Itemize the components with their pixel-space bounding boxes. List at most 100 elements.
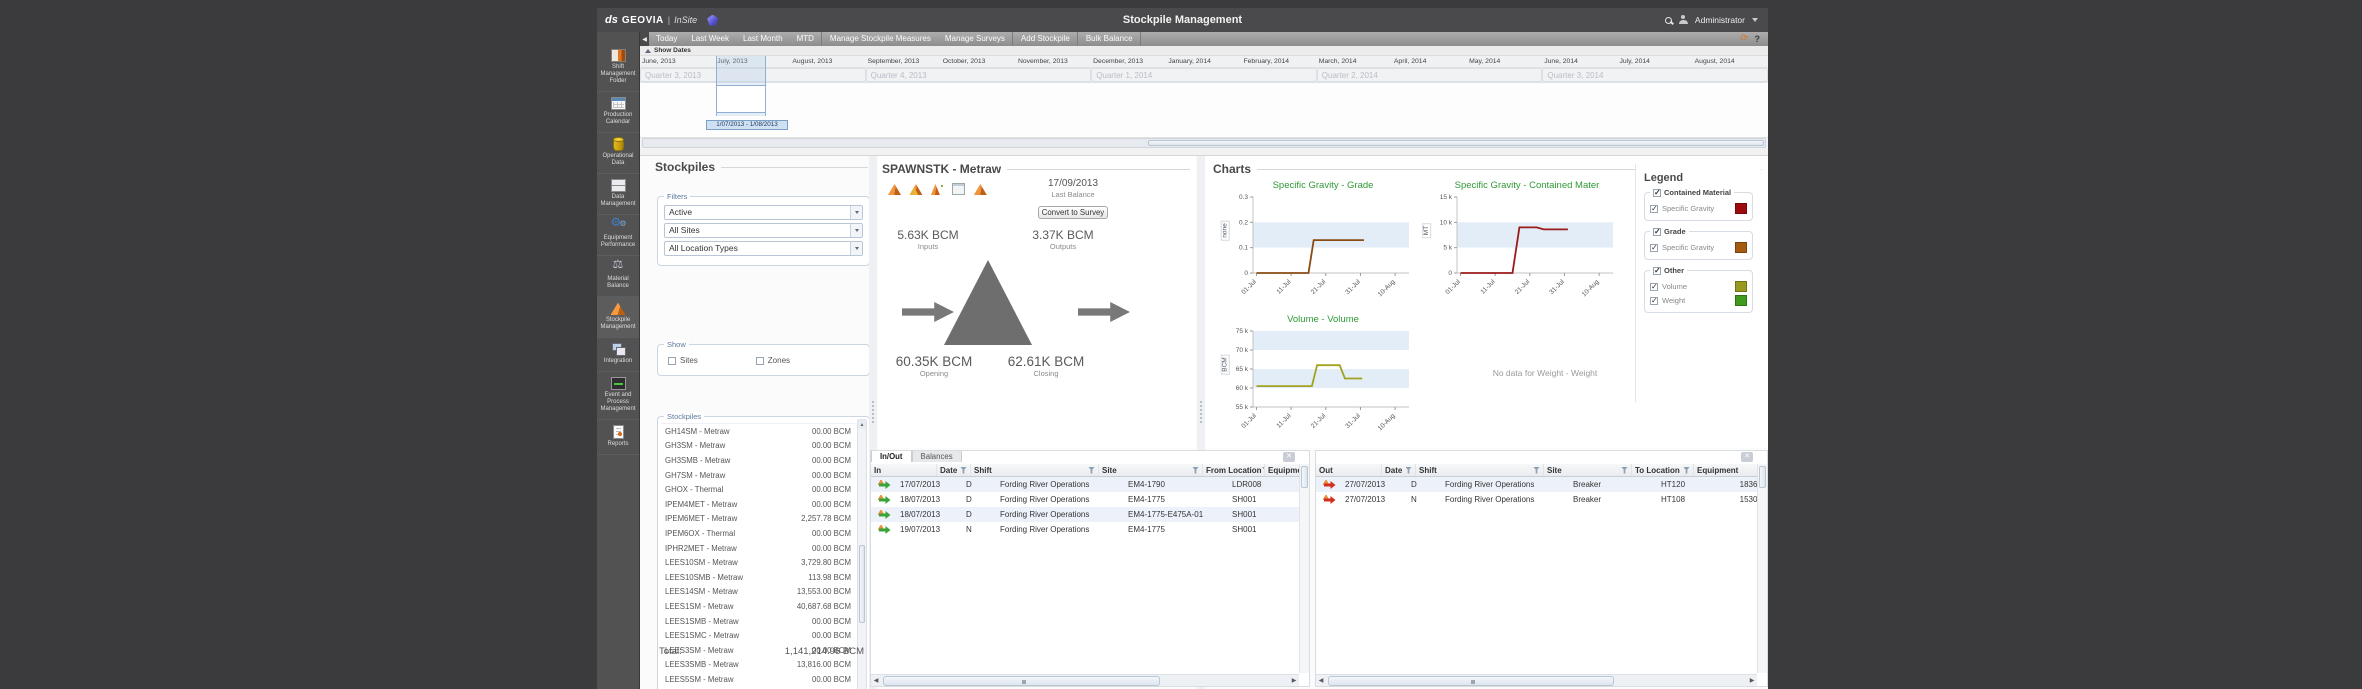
show-dates-header[interactable]: Show Dates: [640, 46, 1768, 56]
timeline-quarter-label[interactable]: Quarter 2, 2014: [1316, 68, 1543, 82]
table-row[interactable]: 27/07/2013 N Fording River Operations Break…: [1316, 492, 1767, 507]
sidebar-item[interactable]: Integration: [597, 338, 639, 372]
timeline-month-label[interactable]: November, 2013: [1017, 58, 1068, 65]
stockpile-list-item[interactable]: LEES10SMB - Metraw 113.98 BCM: [661, 570, 855, 585]
stockpile-report-icon[interactable]: [952, 183, 966, 195]
column-header[interactable]: In: [871, 464, 937, 476]
timeline-quarter-label[interactable]: Quarter 3, 2014: [1542, 68, 1768, 82]
stockpile-list-item[interactable]: IPEM6OX - Thermal 00.00 BCM: [661, 526, 855, 541]
toolbar-button[interactable]: Bulk Balance: [1079, 32, 1141, 46]
timeline-canvas[interactable]: [640, 83, 1768, 138]
timeline-month-label[interactable]: March, 2014: [1318, 58, 1357, 65]
filter-funnel-icon[interactable]: [1192, 466, 1199, 474]
user-menu[interactable]: Administrator: [1694, 15, 1745, 25]
timeline-month-label[interactable]: January, 2014: [1168, 58, 1211, 65]
toolbar-button[interactable]: Manage Surveys: [938, 32, 1013, 46]
stockpile-list-item[interactable]: GH14SM - Metraw 00.00 BCM: [661, 424, 855, 439]
sidebar-item[interactable]: Event and Process Management: [597, 372, 639, 420]
sidebar-item[interactable]: Reports: [597, 420, 639, 455]
timeline-month-label[interactable]: December, 2013: [1093, 58, 1143, 65]
splitter-left[interactable]: [869, 156, 877, 689]
splitter-right[interactable]: [1197, 156, 1205, 689]
convert-to-survey-button[interactable]: Convert to Survey: [1038, 206, 1108, 219]
checkbox[interactable]: [1653, 227, 1661, 236]
timeline-selection-label[interactable]: 1/07/2013 - 1/08/2013: [706, 120, 788, 130]
dropdown-button[interactable]: [850, 242, 862, 255]
scrollbar-handle[interactable]: [1301, 466, 1308, 488]
timeline-scrollbar[interactable]: [642, 138, 1766, 148]
filter-select[interactable]: Active: [664, 205, 863, 220]
scrollbar-handle[interactable]: [1759, 466, 1766, 488]
stockpile-list-item[interactable]: IPEM4MET - Metraw 00.00 BCM: [661, 497, 855, 512]
filter-funnel-icon[interactable]: [960, 466, 967, 474]
stockpile-balance-icon[interactable]: [973, 183, 987, 195]
show-option[interactable]: Zones: [755, 356, 790, 365]
table-row[interactable]: 19/07/2013 N Fording River Operations EM4-1…: [871, 522, 1299, 537]
chevron-down-icon[interactable]: [1752, 18, 1758, 22]
sidebar-item[interactable]: Operational Data: [597, 133, 639, 174]
column-header[interactable]: Date: [937, 464, 971, 476]
stockpile-list-item[interactable]: LEES1SMB - Metraw 00.00 BCM: [661, 614, 855, 629]
stockpile-list-item[interactable]: LEES1SMC - Metraw 00.00 BCM: [661, 628, 855, 643]
stockpile-survey-icon[interactable]: [930, 183, 944, 195]
scrollbar-handle[interactable]: [859, 544, 865, 624]
show-option[interactable]: Sites: [668, 356, 698, 365]
legend-color-swatch[interactable]: [1735, 242, 1747, 253]
scroll-up-arrow[interactable]: ▲: [858, 420, 866, 429]
help-icon[interactable]: ?: [1754, 34, 1761, 44]
in-table-horizontal-scrollbar[interactable]: ◀ ▶: [871, 674, 1299, 686]
filter-funnel-icon[interactable]: [1405, 466, 1412, 474]
scrollbar-handle[interactable]: [883, 675, 1161, 686]
timeline-month-label[interactable]: August, 2014: [1694, 58, 1735, 65]
checkbox[interactable]: [1650, 296, 1658, 305]
sidebar-item[interactable]: Shift Management Folder: [597, 44, 639, 92]
toolbar-button[interactable]: Today: [656, 34, 678, 43]
scroll-left-arrow[interactable]: ◀: [873, 678, 879, 684]
filter-funnel-icon[interactable]: [1621, 466, 1628, 474]
checkbox[interactable]: [1650, 282, 1658, 291]
checkbox[interactable]: [1650, 204, 1658, 213]
stockpile-list-item[interactable]: LEES3SM - Metraw 00.00 BCM: [661, 643, 855, 658]
toolbar-button[interactable]: Add Stockpile: [1014, 32, 1078, 46]
toolbar-button[interactable]: Last Week: [691, 34, 730, 43]
checkbox[interactable]: [668, 356, 676, 365]
filter-funnel-icon[interactable]: [1683, 466, 1690, 474]
refresh-icon[interactable]: ⟳: [1740, 33, 1749, 44]
stockpile-list-item[interactable]: LEES14SM - Metraw 13,553.00 BCM: [661, 585, 855, 600]
toolbar-button[interactable]: Manage Stockpile Measures: [829, 34, 931, 43]
table-row[interactable]: 27/07/2013 D Fording River Operations Break…: [1316, 477, 1767, 492]
out-table-vertical-scrollbar[interactable]: [1757, 464, 1767, 673]
timeline-quarter-label[interactable]: Quarter 3, 2013: [640, 68, 866, 82]
stockpile-list-item[interactable]: IPEM6MET - Metraw 2,257.78 BCM: [661, 512, 855, 527]
stockpile-measure-icon[interactable]: [909, 183, 923, 195]
stockpile-list-item[interactable]: IPHR2MET - Metraw 00.00 BCM: [661, 541, 855, 556]
toolbar-button[interactable]: Last Month: [743, 34, 783, 43]
search-icon[interactable]: [1664, 16, 1672, 24]
sidebar-item[interactable]: Production Calendar: [597, 92, 639, 133]
timeline-month-label[interactable]: July, 2014: [1619, 58, 1650, 65]
timeline-month-label[interactable]: April, 2014: [1393, 58, 1427, 65]
column-header[interactable]: Site: [1544, 464, 1632, 476]
collapse-panel-arrow[interactable]: ◀: [640, 32, 649, 46]
sidebar-item[interactable]: Equipment Performance: [597, 215, 639, 256]
table-row[interactable]: 18/07/2013 D Fording River Operations EM4-1…: [871, 492, 1299, 507]
checkbox[interactable]: [1653, 188, 1661, 197]
checkbox[interactable]: [1650, 243, 1658, 252]
stockpile-list-item[interactable]: LEES5SM - Metraw 00.00 BCM: [661, 672, 855, 687]
column-header[interactable]: Out: [1316, 464, 1382, 476]
timeline-scrollbar-handle[interactable]: [1147, 140, 1764, 146]
close-icon[interactable]: ✕: [1741, 452, 1753, 462]
column-header[interactable]: Shift: [1416, 464, 1544, 476]
scroll-left-arrow[interactable]: ◀: [1318, 678, 1324, 684]
timeline-month-label[interactable]: February, 2014: [1243, 58, 1290, 65]
timeline-month-label[interactable]: June, 2013: [642, 58, 676, 65]
sidebar-item[interactable]: Stockpile Management: [597, 297, 639, 338]
timeline-month-label[interactable]: June, 2014: [1544, 58, 1578, 65]
stockpile-list-item[interactable]: LEES3SMB - Metraw 13,816.00 BCM: [661, 658, 855, 673]
dropdown-button[interactable]: [850, 206, 862, 219]
in-table-vertical-scrollbar[interactable]: [1299, 464, 1309, 673]
scrollbar-handle[interactable]: [1328, 675, 1615, 686]
column-header[interactable]: To Location: [1632, 464, 1694, 476]
column-header[interactable]: Equipment: [1265, 464, 1309, 476]
filter-funnel-icon[interactable]: [1533, 466, 1540, 474]
